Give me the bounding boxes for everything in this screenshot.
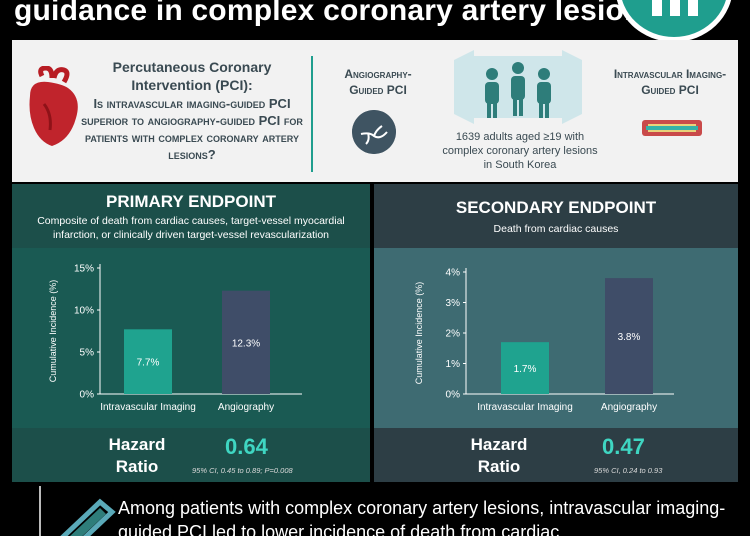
bar-value-label: 1.7% xyxy=(514,364,537,375)
heart-icon xyxy=(29,66,78,146)
pen-icon xyxy=(60,498,116,536)
question-title: Percutaneous Coronary Intervention (PCI)… xyxy=(112,59,272,93)
y-tick-label: 3% xyxy=(446,298,461,309)
hazard-ratio-value: 0.64 xyxy=(225,434,268,459)
y-axis-title: Cumulative Incidence (%) xyxy=(414,282,424,385)
y-tick-label: 1% xyxy=(446,359,461,370)
hazard-ratio-value: 0.47 xyxy=(602,434,645,459)
stent-icon xyxy=(642,120,702,136)
bar-value-label: 7.7% xyxy=(137,358,160,369)
population-text: 1639 adults aged ≥19 with complex corona… xyxy=(442,131,598,171)
bar-value-label: 3.8% xyxy=(618,332,641,343)
y-tick-label: 15% xyxy=(74,264,94,275)
y-tick-label: 10% xyxy=(74,306,94,317)
y-tick-label: 4% xyxy=(446,268,461,279)
y-tick-label: 5% xyxy=(80,348,95,359)
bar-value-label: 12.3% xyxy=(232,338,260,349)
secondary-endpoint-header: SECONDARY ENDPOINT Death from cardiac ca… xyxy=(374,184,738,248)
divider xyxy=(39,486,41,536)
bar xyxy=(605,278,653,394)
angiography-arm-label: Angiography-Guided PCI xyxy=(344,67,412,97)
divider xyxy=(311,56,313,172)
secondary-endpoint-title: SECONDARY ENDPOINT xyxy=(455,198,657,217)
primary-endpoint-chart-panel: Cumulative Incidence (%) 0% 5% 10% 15% 7.7% In… xyxy=(12,248,370,428)
study-overview: Percutaneous Coronary Intervention (PCI)… xyxy=(12,40,738,182)
primary-endpoint-title: PRIMARY ENDPOINT xyxy=(105,192,277,211)
x-tick-label: Angiography xyxy=(218,402,274,413)
confidence-interval: 95% CI, 0.24 to 0.93 xyxy=(594,466,663,475)
primary-endpoint-header: PRIMARY ENDPOINT Composite of death from… xyxy=(12,184,370,248)
y-tick-label: 0% xyxy=(446,390,461,401)
imaging-arm-label: Intravascular Imaging-Guided PCI xyxy=(613,67,727,97)
page-title: guidance in complex coronary artery lesi… xyxy=(14,0,660,27)
y-tick-label: 0% xyxy=(80,390,95,401)
secondary-endpoint-chart: Cumulative Incidence (%) 0% 1% 2% 3% 4% 1.7% In… xyxy=(414,268,674,413)
x-tick-label: Intravascular Imaging xyxy=(477,402,573,413)
bar xyxy=(124,329,172,394)
vessel-tree-icon xyxy=(352,110,396,154)
primary-endpoint-description: Composite of death from cardiac causes, … xyxy=(37,215,345,241)
conclusion-banner: Among patients with complex coronary art… xyxy=(12,486,738,536)
logo-mark-icon xyxy=(648,0,704,16)
conclusion-text: Among patients with complex coronary art… xyxy=(118,498,726,536)
hazard-ratio-label: Hazard Ratio xyxy=(108,435,166,476)
y-axis-title: Cumulative Incidence (%) xyxy=(48,280,58,383)
primary-endpoint-chart: Cumulative Incidence (%) 0% 5% 10% 15% 7.7% In… xyxy=(48,264,302,413)
hazard-ratio-label: Hazard Ratio xyxy=(470,435,528,476)
bar xyxy=(501,342,549,394)
question-text: Is intravascular imaging-guided PCI supe… xyxy=(81,96,303,162)
y-tick-label: 2% xyxy=(446,329,461,340)
secondary-hazard-ratio: Hazard Ratio 0.47 95% CI, 0.24 to 0.93 xyxy=(374,428,738,482)
secondary-endpoint-chart-panel: Cumulative Incidence (%) 0% 1% 2% 3% 4% 1.7% In… xyxy=(374,248,738,428)
x-tick-label: Intravascular Imaging xyxy=(100,402,196,413)
secondary-endpoint-description: Death from cardiac causes xyxy=(493,223,619,235)
confidence-interval: 95% CI, 0.45 to 0.89; P=0.008 xyxy=(192,466,293,475)
patients-icon xyxy=(454,50,582,124)
primary-hazard-ratio: Hazard Ratio 0.64 95% CI, 0.45 to 0.89; … xyxy=(12,428,370,482)
x-tick-label: Angiography xyxy=(601,402,657,413)
bar xyxy=(222,290,270,394)
